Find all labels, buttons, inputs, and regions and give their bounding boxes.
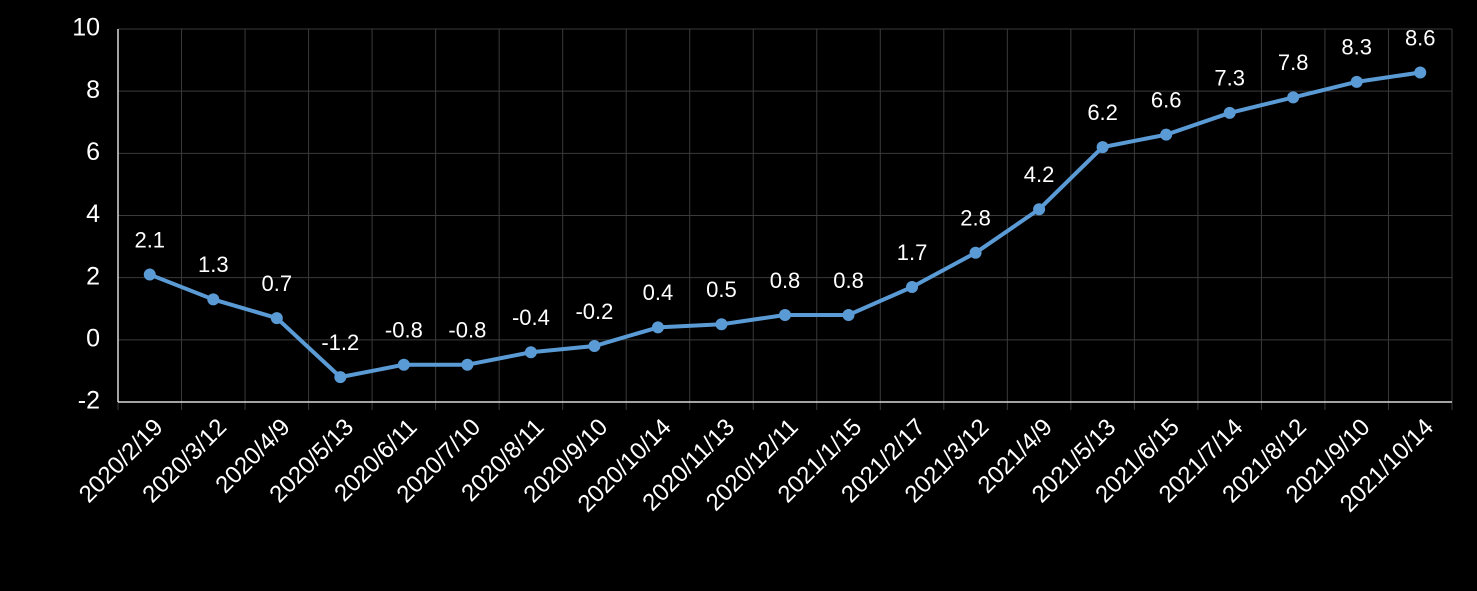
data-label: -0.8 bbox=[385, 318, 423, 343]
data-label: 7.8 bbox=[1278, 50, 1309, 75]
data-label: 0.8 bbox=[770, 268, 801, 293]
data-label: 6.6 bbox=[1151, 87, 1182, 112]
data-label: 0.8 bbox=[833, 268, 864, 293]
data-label: 4.2 bbox=[1024, 162, 1055, 187]
y-tick-label: 10 bbox=[72, 14, 100, 42]
data-label: -0.8 bbox=[448, 318, 486, 343]
y-tick-label: 0 bbox=[86, 324, 100, 352]
point bbox=[969, 246, 982, 259]
point bbox=[1033, 203, 1046, 216]
data-label: 0.5 bbox=[706, 277, 737, 302]
point bbox=[779, 308, 791, 321]
point bbox=[1350, 75, 1363, 88]
data-label: 7.3 bbox=[1214, 66, 1245, 91]
point bbox=[906, 280, 919, 293]
point bbox=[270, 312, 283, 325]
data-label: 2.1 bbox=[134, 227, 165, 252]
point bbox=[1223, 106, 1236, 119]
point bbox=[1287, 91, 1300, 104]
y-tick-label: 4 bbox=[86, 200, 100, 228]
data-label: 1.3 bbox=[198, 252, 229, 277]
point bbox=[842, 308, 855, 321]
y-tick-label: -2 bbox=[78, 387, 100, 415]
y-tick-label: 2 bbox=[86, 262, 100, 290]
point bbox=[651, 321, 664, 334]
data-label: 0.4 bbox=[643, 280, 674, 305]
point bbox=[143, 268, 156, 281]
data-label: 1.7 bbox=[897, 240, 928, 265]
data-label: 0.7 bbox=[262, 271, 293, 296]
point bbox=[461, 358, 474, 371]
data-label: 8.6 bbox=[1405, 25, 1436, 50]
data-label: 6.2 bbox=[1087, 100, 1118, 125]
point bbox=[524, 346, 537, 359]
point bbox=[1096, 141, 1109, 154]
point bbox=[715, 318, 728, 331]
y-tick-label: 8 bbox=[86, 76, 100, 104]
point bbox=[1160, 128, 1173, 141]
data-label: -0.4 bbox=[512, 305, 550, 330]
point bbox=[207, 293, 220, 306]
data-label: -1.2 bbox=[321, 330, 359, 355]
data-label: -0.2 bbox=[575, 299, 613, 324]
y-tick-label: 6 bbox=[86, 138, 100, 166]
point bbox=[397, 358, 410, 371]
point bbox=[1414, 66, 1427, 79]
data-label: 2.8 bbox=[960, 206, 991, 231]
data-label: 8.3 bbox=[1341, 35, 1372, 60]
point bbox=[588, 340, 601, 353]
point bbox=[334, 371, 347, 384]
